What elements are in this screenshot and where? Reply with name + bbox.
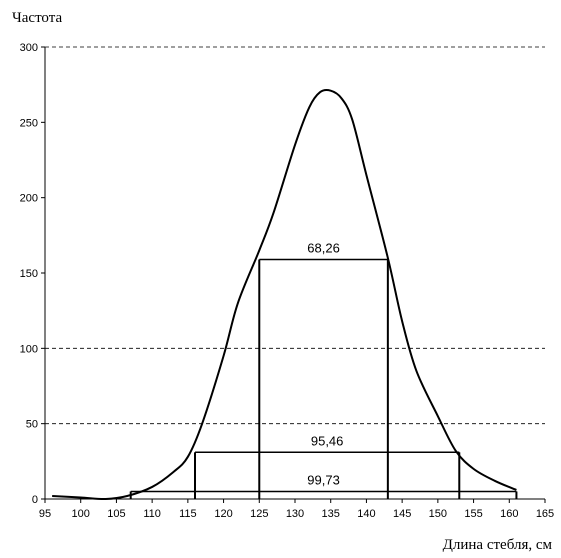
y-tick-label-300: 300 — [20, 42, 38, 54]
y-tick-label-150: 150 — [20, 268, 38, 280]
x-tick-label-100: 100 — [72, 508, 90, 520]
y-tick-label-100: 100 — [20, 343, 38, 355]
y-tick-label-0: 0 — [32, 494, 38, 506]
x-tick-label-135: 135 — [322, 508, 340, 520]
y-tick-label-250: 250 — [20, 117, 38, 129]
x-tick-label-120: 120 — [214, 508, 232, 520]
tick-labels: 0 50 100 150 200 250 300 95 100 105 110 115 120 125 13… — [20, 42, 555, 520]
band-label-2: 99,73 — [307, 472, 340, 487]
x-tick-label-160: 160 — [500, 508, 518, 520]
x-tick-label-95: 95 — [39, 508, 51, 520]
band-label-0: 68,26 — [307, 240, 340, 255]
x-tick-label-110: 110 — [143, 508, 161, 520]
grid-lines — [45, 46, 545, 425]
y-tick-label-200: 200 — [20, 193, 38, 205]
frequency-curve — [52, 89, 517, 501]
x-tick-label-140: 140 — [357, 508, 375, 520]
probability-bands: 68,26 95,46 99,73 — [129, 240, 518, 499]
y-tick-label-50: 50 — [26, 419, 38, 431]
x-tick-label-155: 155 — [464, 508, 482, 520]
x-tick-label-125: 125 — [250, 508, 268, 520]
band-label-1: 95,46 — [311, 433, 344, 448]
x-tick-label-150: 150 — [429, 508, 447, 520]
x-tick-label-115: 115 — [179, 508, 197, 520]
x-axis-title: Длина стебля, см — [443, 537, 553, 553]
x-tick-label-145: 145 — [393, 508, 411, 520]
x-tick-label-130: 130 — [286, 508, 304, 520]
x-tick-label-165: 165 — [536, 508, 554, 520]
axes — [44, 47, 545, 500]
y-axis-title: Частота — [12, 10, 62, 26]
x-tick-label-105: 105 — [107, 508, 125, 520]
